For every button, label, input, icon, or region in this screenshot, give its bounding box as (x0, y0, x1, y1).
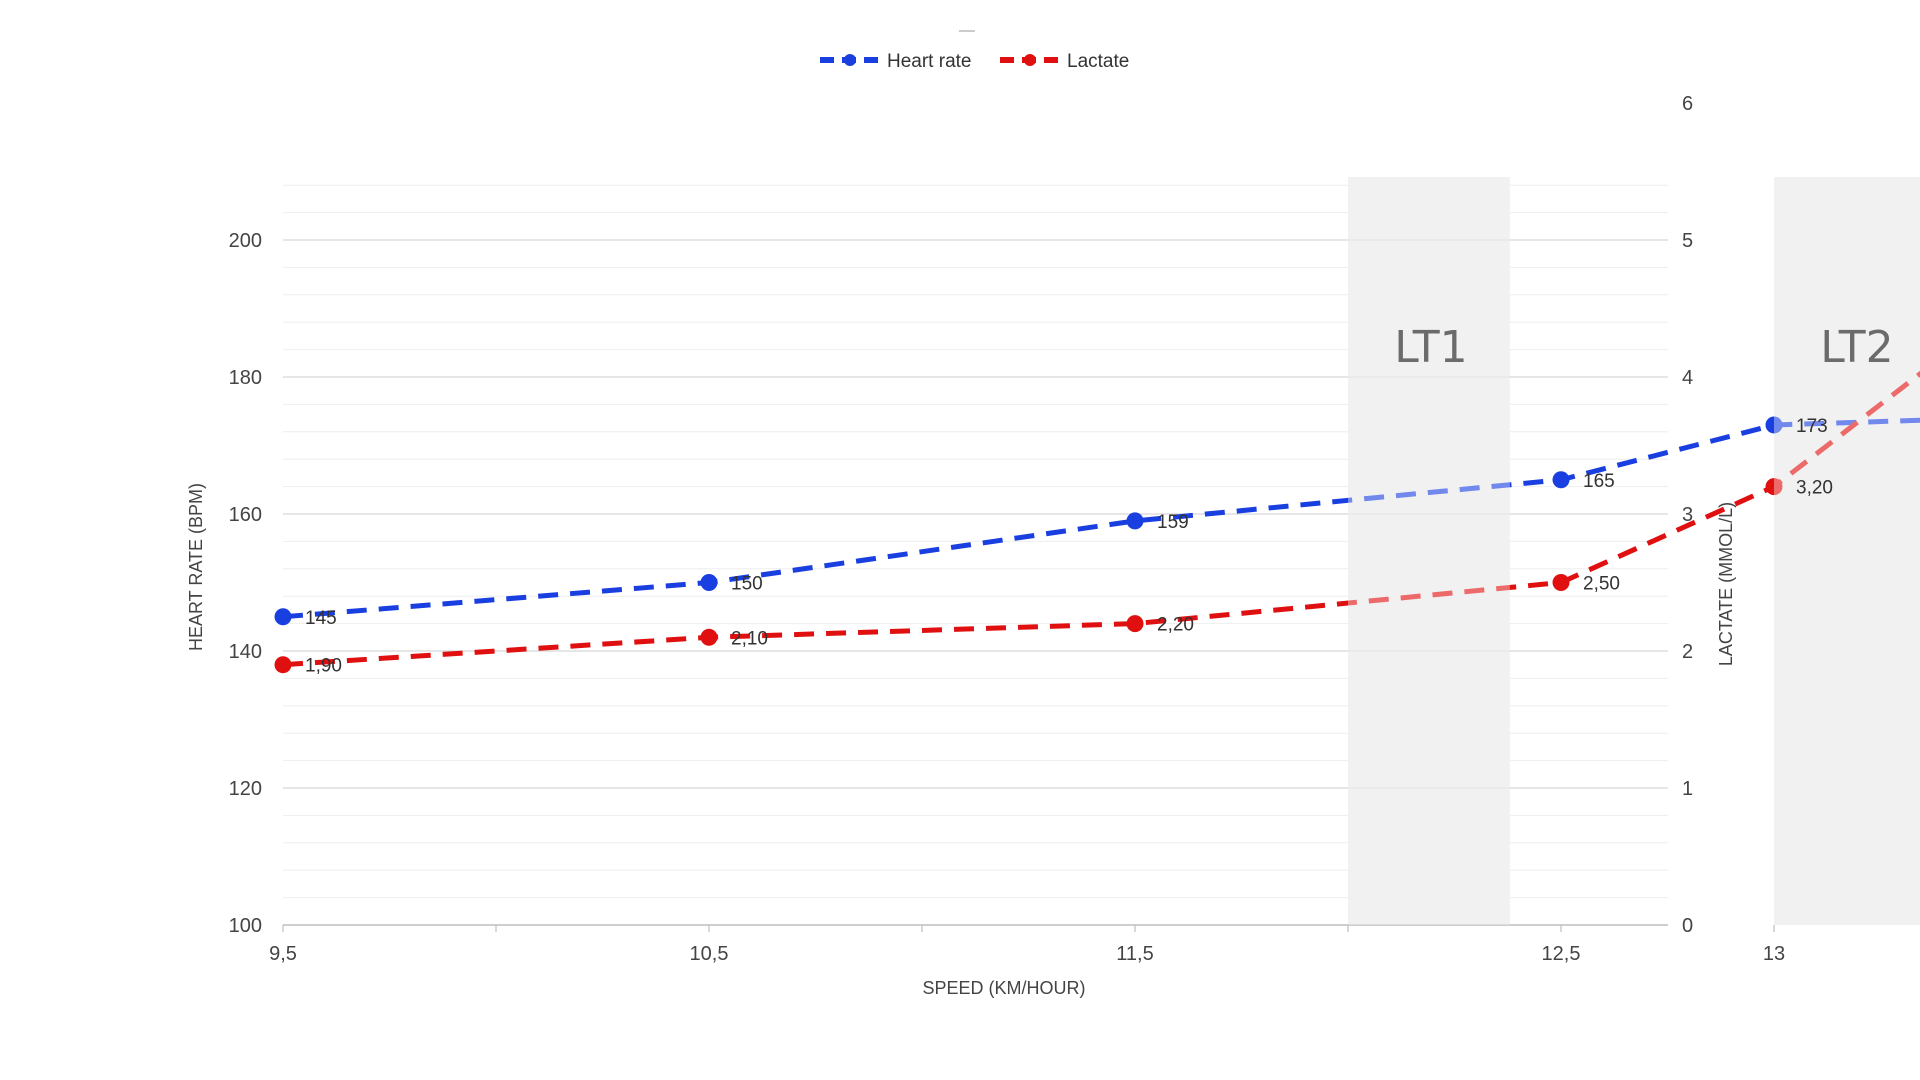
data-point-lactate (1552, 574, 1570, 591)
data-point-lactate (1765, 478, 1783, 496)
threshold-band-overlay-lt2 (1774, 177, 1920, 925)
legend-label-lactate: Lactate (1067, 51, 1129, 72)
threshold-bands: LT1 LT2 (1348, 177, 1920, 925)
data-label-lactate: 2,50 (1583, 574, 1620, 595)
data-point-lactate (274, 656, 292, 674)
threshold-band-lt2 (1774, 177, 1920, 925)
x-tick-label: 12,5 (1542, 943, 1581, 965)
legend: Heart rate Lactate (820, 30, 1129, 72)
data-label-lactate: 3,20 (1796, 478, 1833, 499)
data-point-heart-rate (700, 574, 718, 591)
data-label-heart-rate: 173 (1796, 416, 1828, 437)
x-tick-label: 13 (1763, 943, 1785, 965)
x-tick-label: 11,5 (1116, 943, 1153, 965)
series-line-lactate (282, 370, 1920, 668)
y2-tick-label: 2 (1682, 641, 1693, 663)
threshold-label-lt2: LT2 (1820, 322, 1893, 373)
data-label-lactate: 1,90 (305, 656, 342, 677)
data-label-heart-rate: 159 (1157, 512, 1189, 533)
threshold-band-overlay-lt1 (1348, 177, 1510, 925)
data-label-lactate: 2,10 (731, 628, 768, 649)
legend-marker-heart-rate (844, 54, 856, 66)
x-axis: 9,510,511,512,51313,5 (269, 924, 1785, 965)
y-tick-label: 120 (229, 778, 262, 800)
y2-tick-label: 0 (1682, 915, 1693, 937)
data-point-heart-rate (1552, 471, 1570, 489)
data-label-heart-rate: 150 (731, 574, 763, 595)
data-point-lactate (700, 628, 718, 646)
y-axis-right-title: LACTATE (MMOL/L) (1716, 502, 1736, 666)
x-tick-label: 9,5 (269, 943, 297, 965)
x-axis-title: SPEED (KM/HOUR) (922, 978, 1085, 998)
y-tick-label: 180 (229, 367, 262, 389)
band-overlay (1348, 177, 1920, 925)
data-point-heart-rate (274, 608, 292, 626)
data-label-heart-rate: 145 (305, 608, 337, 629)
major-gridlines (283, 239, 1668, 789)
y-tick-label: 200 (229, 230, 262, 252)
legend-item-lactate[interactable]: Lactate (1000, 51, 1129, 72)
data-point-heart-rate (1765, 416, 1783, 434)
y-tick-label: 140 (229, 641, 262, 663)
data-point-lactate (1126, 615, 1144, 633)
threshold-label-lt1: LT1 (1394, 322, 1467, 373)
y-tick-label: 100 (229, 915, 262, 937)
y2-tick-label: 5 (1682, 230, 1693, 252)
y2-tick-label: 6 (1682, 93, 1693, 115)
legend-item-heart-rate[interactable]: Heart rate (820, 51, 971, 72)
y2-tick-label: 1 (1682, 778, 1693, 800)
legend-marker-lactate (1024, 54, 1036, 66)
y-axis-left: 100 120 140 160 180 200 (229, 230, 262, 937)
legend-top-marker (959, 30, 975, 32)
y-tick-label: 160 (229, 504, 262, 526)
data-label-heart-rate: 165 (1583, 471, 1615, 492)
series-layer (274, 370, 1920, 674)
threshold-band-lt1 (1348, 177, 1510, 925)
data-point-heart-rate (1126, 512, 1144, 530)
data-label-lactate: 2,20 (1157, 615, 1194, 636)
x-tick-label: 10,5 (690, 943, 729, 965)
legend-label-heart-rate: Heart rate (887, 51, 971, 72)
series-line-heart-rate (282, 417, 1920, 620)
data-labels: 1451501591651731741,902,102,202,503,204,… (305, 416, 1833, 677)
y-axis-right: 0 1 2 3 4 5 6 (1682, 93, 1693, 937)
y-axis-left-title: HEART RATE (BPM) (186, 483, 206, 651)
y2-tick-label: 3 (1682, 504, 1693, 526)
y2-tick-label: 4 (1682, 367, 1693, 389)
